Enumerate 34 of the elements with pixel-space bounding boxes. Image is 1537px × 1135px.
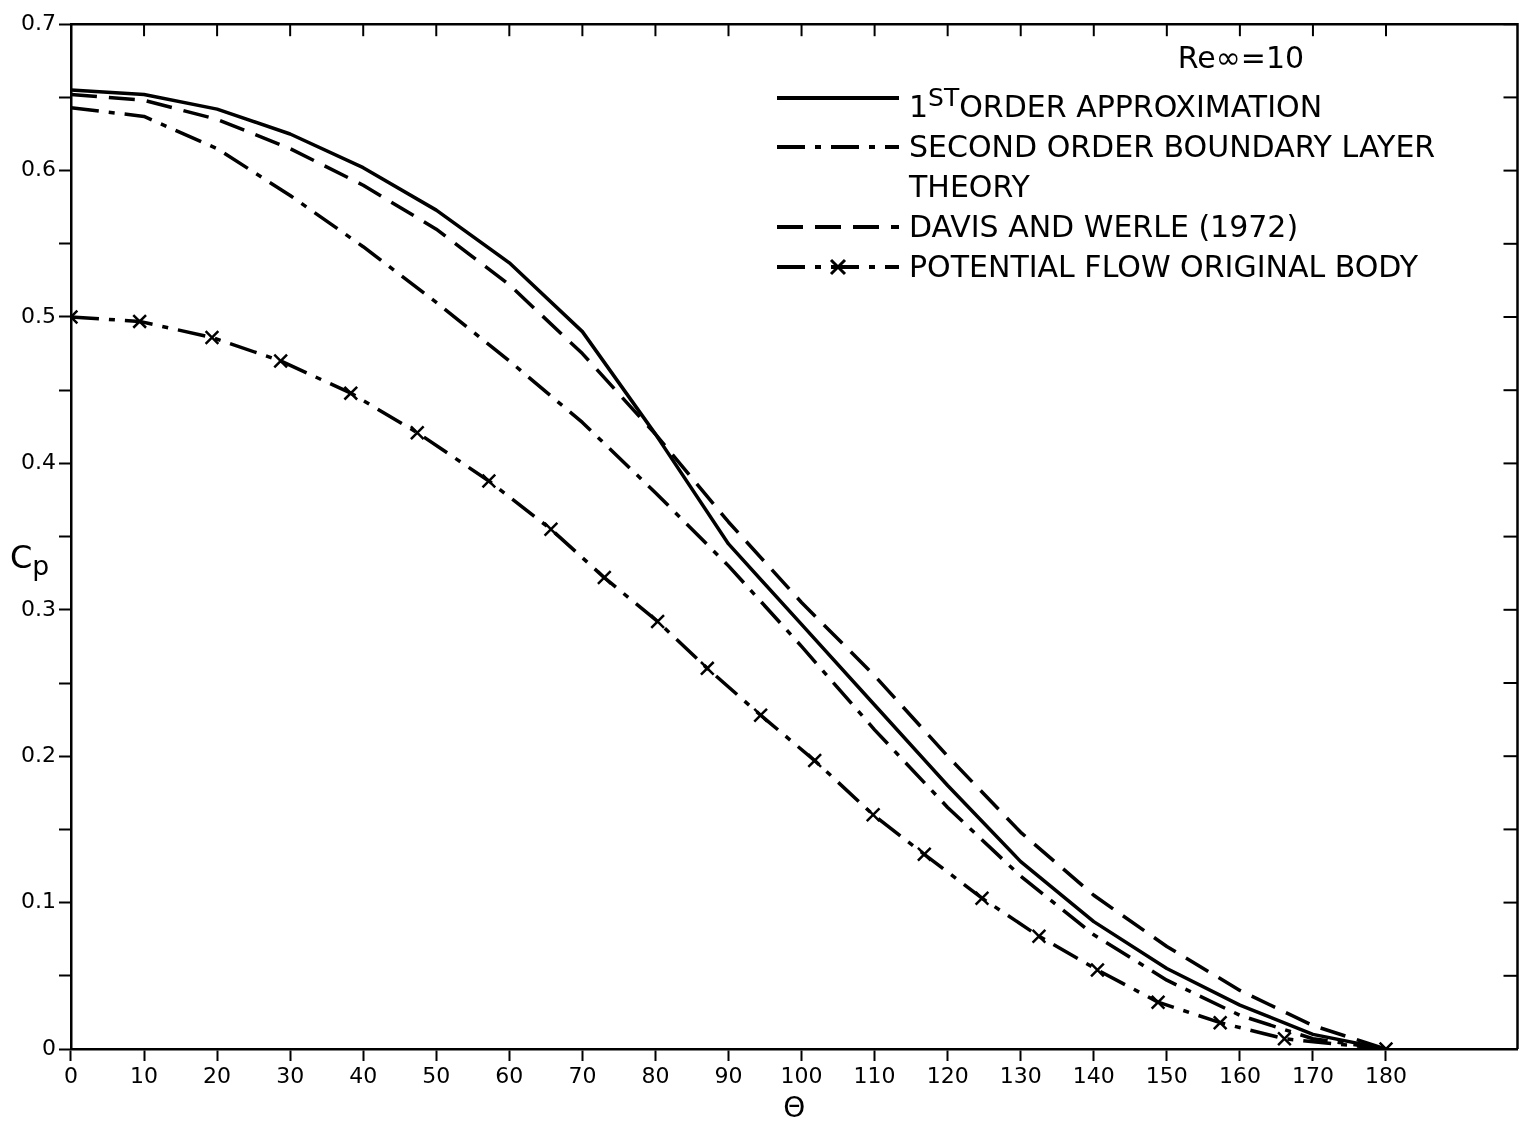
x-tick-label: 50: [422, 1062, 451, 1088]
y-tick-label: 0.3: [20, 595, 56, 621]
x-tick-label: 20: [203, 1062, 232, 1088]
y-tick-label: 0.2: [20, 741, 56, 767]
legend-title: Re∞=10: [1176, 39, 1306, 77]
legend-label: POTENTIAL FLOW ORIGINAL BODY: [909, 248, 1420, 286]
y-tick-label: 0.5: [20, 302, 56, 328]
x-tick-label: 160: [1218, 1062, 1261, 1088]
x-tick-label: 150: [1145, 1062, 1188, 1088]
x-tick-label: 100: [780, 1062, 823, 1088]
legend-label: SECOND ORDER BOUNDARY LAYER THEORY: [909, 128, 1437, 206]
x-tick-label: 120: [926, 1062, 969, 1088]
y-tick-label: 0.4: [20, 449, 56, 475]
y-tick-label: 0: [41, 1034, 56, 1060]
x-tick-label: 80: [641, 1062, 670, 1088]
y-tick-label: 0.7: [20, 9, 56, 35]
legend-label: 1$^{ST}$ORDER APPROXIMATION: [909, 82, 1324, 126]
x-tick-label: 170: [1291, 1062, 1334, 1088]
x-tick-label: 40: [349, 1062, 378, 1088]
x-tick-label: 60: [495, 1062, 524, 1088]
x-axis-title: Θ: [783, 1091, 806, 1125]
x-tick-label: 0: [63, 1062, 78, 1088]
legend-label: DAVIS AND WERLE (1972): [909, 208, 1300, 246]
x-tick-label: 180: [1365, 1062, 1407, 1088]
x-tick-label: 110: [853, 1062, 896, 1088]
x-tick-label: 140: [1072, 1062, 1115, 1088]
y-tick-label: 0.1: [20, 888, 56, 914]
x-tick-label: 10: [130, 1062, 159, 1088]
x-tick-label: 130: [999, 1062, 1042, 1088]
x-tick-label: 30: [276, 1062, 305, 1088]
y-tick-label: 0.6: [20, 156, 56, 182]
x-tick-label: 70: [568, 1062, 597, 1088]
y-axis-title: C$_{p}$: [10, 538, 50, 582]
x-tick-label: 90: [714, 1062, 743, 1088]
